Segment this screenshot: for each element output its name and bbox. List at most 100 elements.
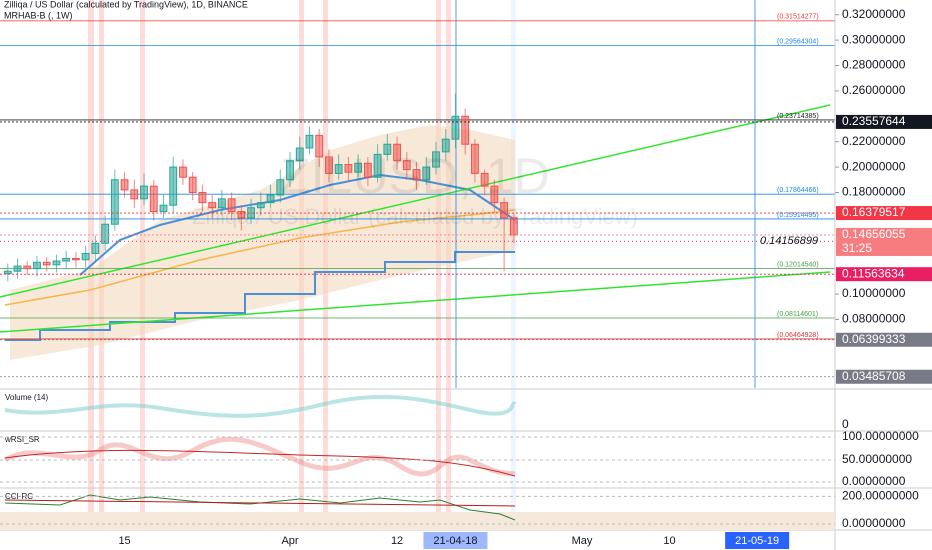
y-tick-label: 0.18000000	[842, 185, 906, 199]
y-tick-label: 0.30000000	[842, 32, 906, 46]
candle-body	[305, 134, 314, 149]
candle-body	[140, 185, 148, 200]
candle-body	[3, 270, 12, 275]
level-label: (0.17864466)	[777, 187, 819, 194]
candle-body	[471, 143, 479, 174]
candle-body	[451, 115, 460, 140]
rsi-signal	[4, 449, 516, 477]
rsi-osc	[3, 436, 516, 477]
candle-body	[461, 115, 470, 145]
price-tag	[836, 369, 932, 384]
candle-body	[81, 252, 90, 261]
price-tag	[836, 267, 932, 282]
x-tick-label: 21-05-19	[735, 535, 779, 547]
level-label: (0.29564304)	[777, 38, 819, 45]
x-tick-label: Apr	[281, 535, 298, 547]
level-label: (0.12014540)	[777, 261, 819, 268]
x-tick-label: May	[572, 535, 593, 547]
trend-line	[0, 271, 831, 333]
candle-body	[101, 223, 110, 244]
candle-body	[42, 261, 51, 266]
price-tag-label: 0.23557644	[842, 114, 906, 128]
candle-body	[91, 242, 100, 254]
candle-body	[72, 257, 80, 261]
x-tick-label: 21-04-18	[433, 535, 477, 547]
y-tick-label: 0.22000000	[842, 134, 906, 148]
candle-body	[217, 198, 226, 209]
trend-line	[0, 104, 831, 298]
candle-body	[441, 138, 450, 153]
cloud	[10, 125, 515, 360]
candle-body	[52, 260, 61, 266]
price-tag-label: 0.11563634	[842, 266, 905, 280]
x-tick-label: 10	[663, 535, 675, 547]
candle-body	[432, 151, 440, 168]
indicator-label: MRHAB-B (, 1W)	[4, 10, 73, 20]
panel-name: wRSI_SR	[4, 435, 40, 444]
x-tick-highlight	[725, 532, 790, 549]
level-label: (0.15914495)	[777, 212, 819, 219]
level-label: (0.31514277)	[777, 14, 819, 21]
y-tick-label: 0.10000000	[842, 286, 906, 300]
x-tick-label: 12	[391, 535, 403, 547]
candle-body	[383, 143, 392, 155]
panel-tick-label: 0.00000000	[842, 474, 906, 488]
y-tick-label: 0.20000000	[842, 159, 906, 173]
candle-body	[149, 185, 158, 213]
ma-line	[4, 209, 516, 306]
chart-title: Zilliqa / US Dollar (calculated by Tradi…	[4, 0, 248, 9]
step-line	[5, 251, 515, 341]
candle-body	[237, 211, 246, 219]
candle-body	[198, 191, 207, 204]
panel-tick-label: 200.00000000	[842, 489, 919, 503]
y-tick-label: 0.28000000	[842, 58, 906, 72]
cci-line	[4, 494, 516, 521]
candle-body	[422, 166, 431, 181]
price-tag	[836, 227, 932, 256]
panel-tick-label: 50.00000000	[842, 452, 912, 466]
cci-band	[0, 512, 835, 530]
candle-body	[208, 202, 217, 209]
candle-body	[412, 169, 421, 181]
candle-body	[179, 166, 187, 178]
price-tag-label: 0.03485708	[842, 369, 906, 383]
panel-name: Volume (14)	[5, 393, 48, 402]
candle-body	[159, 204, 168, 213]
candle-body	[354, 162, 363, 173]
candle-body	[120, 179, 129, 191]
price-tag-label: 0.06399333	[842, 332, 906, 346]
price-tag	[836, 206, 932, 221]
y-tick-label: 0.32000000	[842, 7, 906, 21]
countdown: 31:25	[842, 241, 872, 255]
y-tick-label: 0.26000000	[842, 83, 906, 97]
candle-body	[13, 265, 22, 272]
band-line	[79, 173, 516, 276]
candle-body	[402, 160, 411, 171]
panel-tick-label: 0	[842, 417, 849, 431]
marker-label: 0.14156899	[760, 235, 818, 247]
candle-body	[266, 194, 275, 204]
candle-body	[490, 185, 499, 204]
candle-body	[500, 202, 509, 219]
candle-body	[62, 257, 71, 262]
panel-tick-label: 100.00000000	[842, 429, 919, 443]
candle-body	[23, 265, 32, 270]
price-tag-label: 0.14656055	[842, 227, 906, 241]
candle-body	[33, 261, 41, 270]
candle-body	[276, 179, 285, 196]
candle-body	[480, 172, 489, 187]
candle-body	[256, 202, 265, 209]
candle-body	[334, 164, 343, 174]
candle-body	[130, 189, 139, 200]
price-tag	[836, 332, 932, 347]
main-pane: (0.31514277) (0.29564304) (0.23714385) (0.1…	[0, 14, 835, 378]
candle-body	[188, 176, 197, 193]
level-label: (0.06464928)	[777, 332, 819, 339]
candle-body	[363, 162, 372, 178]
candle-body	[315, 134, 324, 158]
watermark: ZILUSD, 1D	[280, 148, 550, 204]
candle-body	[110, 179, 119, 225]
watermark-sub: Zilliqa / US Dollar (calculated by Tradi…	[192, 204, 638, 229]
candle-body	[344, 164, 353, 173]
